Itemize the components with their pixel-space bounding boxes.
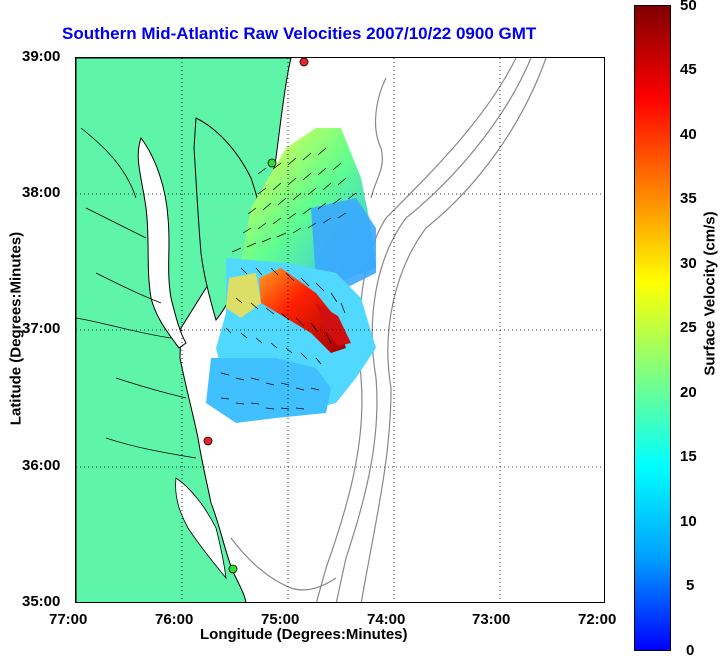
colorbar-tick-label: 45 [680,61,697,78]
y-tick-label: 35:00 [22,593,61,610]
y-axis-label: Latitude (Degrees:Minutes) [7,231,25,426]
x-tick-label: 74:00 [367,611,406,628]
colorbar-tick-label: 5 [686,577,695,594]
colorbar-tick-label: 35 [680,190,697,207]
vector-arrows [220,147,357,410]
y-tick-label: 37:00 [22,320,61,337]
x-axis-label: Longitude (Degrees:Minutes) [200,626,408,643]
station-marker[interactable] [267,158,277,168]
colorbar [634,5,671,651]
y-tick-label: 38:00 [22,184,61,201]
map-plot-area[interactable] [75,57,605,603]
y-tick-label: 36:00 [22,457,61,474]
x-tick-label: 77:00 [49,611,88,628]
surface-current-field [206,128,376,423]
colorbar-tick-label: 25 [680,319,697,336]
colorbar-tick-label: 30 [680,255,697,272]
x-tick-label: 73:00 [472,611,511,628]
map-canvas [76,58,604,602]
y-tick-label: 39:00 [22,48,61,65]
x-tick-label: 76:00 [155,611,194,628]
station-marker[interactable] [299,58,309,67]
bathymetry-contours [230,58,547,602]
colorbar-label: Surface Velocity (cm/s) [701,211,719,376]
colorbar-tick-label: 10 [680,513,697,530]
station-marker[interactable] [228,564,238,574]
colorbar-tick-label: 20 [680,384,697,401]
station-marker[interactable] [203,436,213,446]
colorbar-tick-label: 0 [686,642,695,659]
grid-lines [76,58,604,602]
colorbar-tick-label: 15 [680,448,697,465]
chart-title: Southern Mid-Atlantic Raw Velocities 200… [62,24,537,43]
x-tick-label: 75:00 [261,611,300,628]
x-tick-label: 72:00 [578,611,617,628]
colorbar-tick-label: 40 [680,126,697,143]
colorbar-tick-label: 50 [680,0,697,14]
